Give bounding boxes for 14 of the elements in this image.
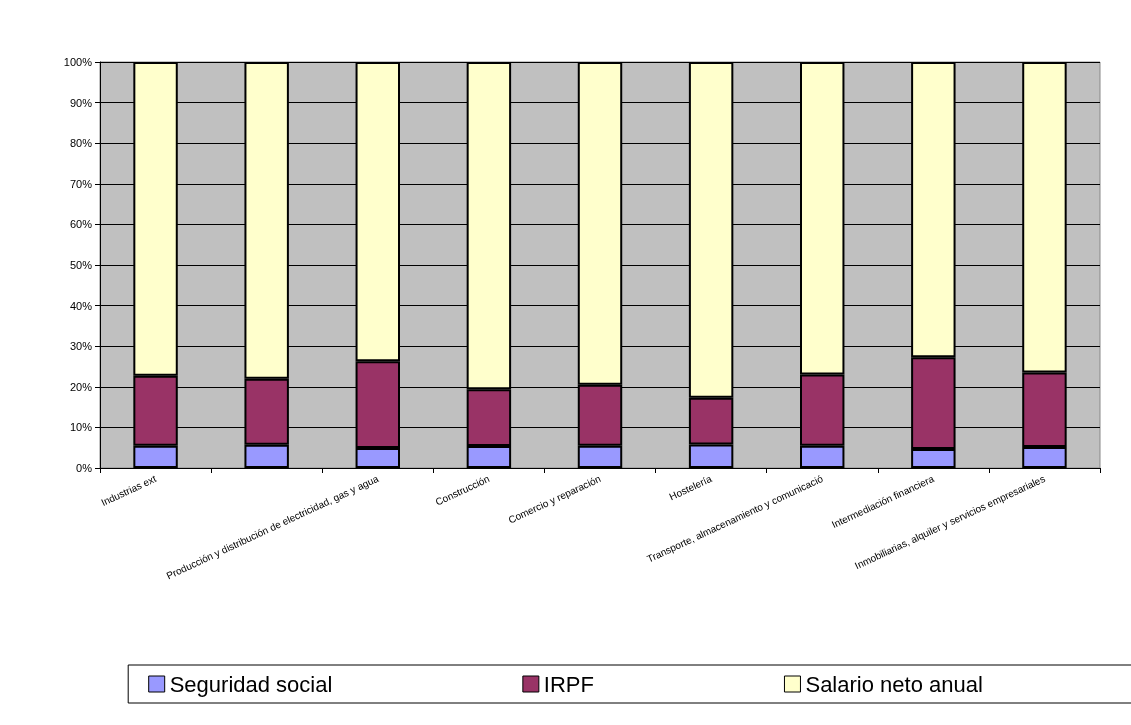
y-tick-label: 90% — [69, 96, 93, 109]
legend-label: IRPF — [543, 671, 594, 697]
y-tick-label: 100% — [63, 56, 93, 68]
legend-label: Seguridad social — [169, 671, 333, 697]
y-tick-label: 60% — [69, 218, 93, 231]
y-tick-label: 70% — [69, 177, 93, 190]
y-tick-label: 40% — [69, 299, 93, 312]
legend-label: Salario neto anual — [805, 671, 983, 697]
y-tick-label: 10% — [69, 421, 93, 434]
y-tick-label: 20% — [69, 380, 93, 393]
y-tick-label: 0% — [76, 462, 93, 474]
y-tick-label: 80% — [69, 137, 93, 150]
y-tick-label: 30% — [69, 340, 93, 353]
y-tick-label: 50% — [69, 259, 93, 271]
